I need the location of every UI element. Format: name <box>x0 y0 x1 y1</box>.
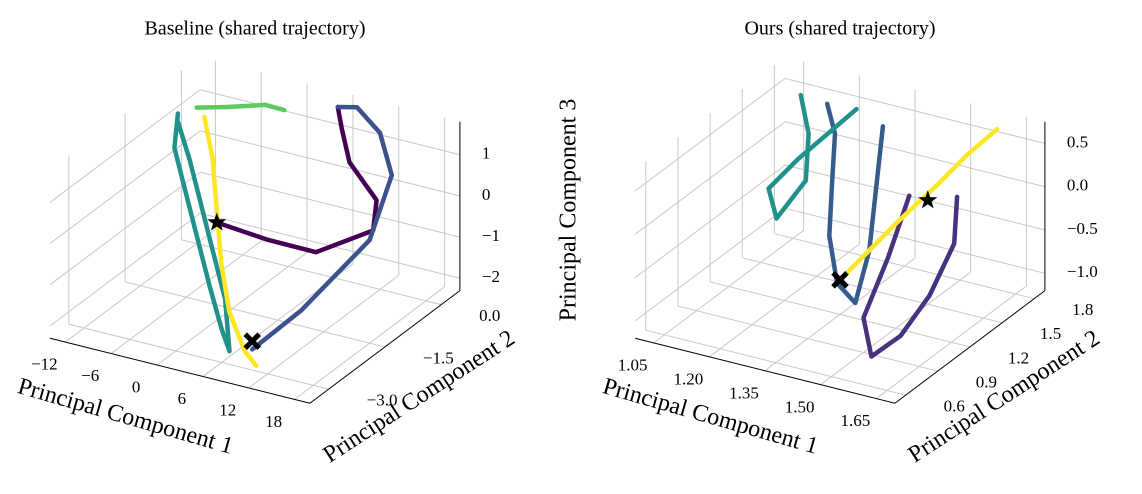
grid-line <box>677 305 938 372</box>
x-tick-label: 1.65 <box>840 411 870 430</box>
x-tick-label: 1.35 <box>729 383 759 402</box>
z-tick-label: 1 <box>482 144 491 163</box>
y-axis-label: Principal Component 2 <box>904 325 1105 468</box>
x-axis <box>49 337 311 404</box>
y-axis <box>309 290 461 404</box>
trajectory <box>824 101 886 306</box>
z-tick-label: 0.0 <box>1067 176 1088 195</box>
x-tick-label: 1.50 <box>785 397 815 416</box>
x-tick-label: −12 <box>31 355 58 374</box>
trajectory <box>861 193 960 359</box>
z-tick-label: −1.0 <box>1067 262 1098 281</box>
grid-line <box>634 121 786 235</box>
trajectory <box>214 104 379 255</box>
y-tick-label: 1.2 <box>1008 348 1029 367</box>
z-tick-label: −1 <box>482 226 500 245</box>
trajectory <box>194 102 287 113</box>
grid-line <box>645 329 906 396</box>
y-tick-label: −1.5 <box>423 348 454 367</box>
trajectory <box>172 111 232 354</box>
chart-title: Ours (shared trajectory) <box>744 18 935 40</box>
x-tick-label: 1.20 <box>673 369 703 388</box>
y-tick-label: 0.0 <box>479 306 500 325</box>
grid-line <box>774 233 1035 300</box>
grid-line <box>784 77 1046 144</box>
trajectory <box>837 126 1000 283</box>
end-marker <box>243 332 262 350</box>
grid-line <box>49 171 201 286</box>
end-marker <box>831 271 849 289</box>
z-tick-label: 0 <box>482 185 491 204</box>
x-tick-label: 0 <box>132 378 141 397</box>
x-tick-label: 1.05 <box>618 356 648 375</box>
y-tick-label: −3.0 <box>367 391 398 410</box>
x-tick-label: −6 <box>81 366 99 385</box>
grid-line <box>181 239 442 306</box>
x-tick-label: 12 <box>219 401 236 420</box>
y-tick-label: 0.9 <box>976 372 997 391</box>
z-tick-label: 0.5 <box>1067 132 1088 151</box>
grid-line <box>199 89 461 156</box>
grid-line <box>199 130 461 197</box>
grid-line <box>49 89 201 203</box>
grid-line <box>634 164 786 279</box>
grid-line <box>709 281 971 348</box>
y-tick-label: 0.6 <box>944 397 965 416</box>
x-tick-label: 18 <box>265 412 282 431</box>
y-axis <box>894 290 1046 404</box>
start-marker <box>207 212 227 231</box>
x-axis <box>634 337 896 404</box>
y-tick-label: 1.5 <box>1040 324 1061 343</box>
z-tick-label: −0.5 <box>1067 219 1098 238</box>
grid-line <box>634 207 786 322</box>
z-tick-label: −2 <box>482 267 500 286</box>
grid-line <box>634 78 786 192</box>
grid-line <box>199 171 461 238</box>
grid-line <box>49 212 201 327</box>
y-axis-label: Principal Component 2 <box>319 325 520 468</box>
trajectory <box>202 114 259 369</box>
start-marker <box>918 190 938 209</box>
z-axis-label: Principal Component 3 <box>556 99 582 322</box>
grid-line <box>124 281 386 348</box>
grid-line <box>68 323 329 390</box>
trajectory <box>249 104 395 352</box>
x-axis-label: Principal Component 1 <box>600 373 821 459</box>
y-tick-label: 1.8 <box>1072 300 1093 319</box>
x-axis-label: Principal Component 1 <box>15 373 236 459</box>
chart-title: Baseline (shared trajectory) <box>144 18 365 40</box>
x-tick-label: 6 <box>178 389 187 408</box>
grid-line <box>742 257 1003 324</box>
trajectory <box>766 92 859 221</box>
grid-line <box>784 164 1046 231</box>
